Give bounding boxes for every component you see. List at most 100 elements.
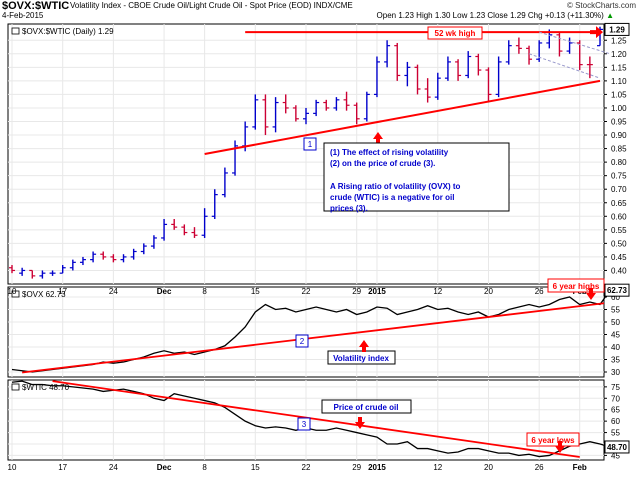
x-tick-label: 2015	[368, 463, 386, 472]
y-tick-label: 1.05	[611, 90, 627, 99]
credit-text[interactable]: © StockCharts.com	[566, 1, 636, 10]
crude-price-box	[321, 399, 412, 414]
ohlc-bar	[19, 267, 26, 276]
ohlc-bar	[313, 99, 320, 117]
x-tick-label: 15	[251, 287, 260, 296]
y-tick-label: 45	[611, 331, 620, 340]
close-value: 1.29	[510, 11, 526, 20]
panel-legend-2: $OVX 62.73	[22, 290, 66, 299]
ohlc-bar	[282, 94, 289, 114]
chart-description: Volatility Index - CBOE Crude Oil/Light …	[70, 1, 353, 10]
ohlc-bar	[29, 269, 36, 279]
ohlc-bar	[211, 189, 218, 219]
y-tick-label: 30	[611, 368, 620, 377]
y-tick-label: 0.90	[611, 131, 627, 140]
ohlc-bar	[201, 208, 208, 238]
x-tick-label: 10	[8, 463, 17, 472]
x-tick-label: 17	[58, 287, 67, 296]
wtic-arrow-icon	[355, 417, 365, 429]
high-label: High	[416, 11, 433, 20]
ohlc-readout: Open 1.23 High 1.30 Low 1.23 Close 1.29 …	[377, 11, 614, 20]
callout-2-label: 2	[300, 337, 305, 346]
ohlc-bar	[79, 256, 86, 266]
y-tick-label: 60	[611, 293, 620, 302]
ohlc-bar	[100, 251, 107, 260]
x-tick-label: 10	[8, 287, 17, 296]
ohlc-bar	[272, 97, 279, 133]
last-price-box-2	[604, 283, 630, 297]
ohlc-bar	[69, 259, 76, 271]
y-tick-label: 45	[611, 451, 620, 460]
y-tick-label: 70	[611, 394, 620, 403]
wk52-box	[427, 26, 483, 40]
chart-symbol: $OVX:$WTIC	[2, 0, 70, 12]
ohlc-bar	[384, 40, 391, 68]
chart-date: 4-Feb-2015	[2, 11, 44, 20]
ohlc-bar	[9, 265, 15, 274]
chg-value: +0.13 (+11.30%)	[544, 11, 604, 20]
y-tick-label: 0.55	[611, 226, 627, 235]
y-tick-label: 1.10	[611, 77, 627, 86]
ohlc-bar	[485, 67, 492, 103]
x-tick-label: 22	[302, 463, 311, 472]
six-year-lows-label: 6 year lows	[531, 436, 575, 445]
ohlc-bar	[140, 243, 147, 255]
x-tick-label: 26	[535, 287, 544, 296]
y-tick-label: 55	[611, 306, 620, 315]
close-label: Close	[487, 11, 508, 20]
support-arrow-icon	[373, 132, 383, 144]
ohlc-bar	[363, 91, 370, 122]
ohlc-bar	[495, 56, 502, 98]
channel-line-lower	[528, 53, 601, 79]
callout-2-box	[295, 334, 309, 348]
last-price-box-1	[604, 22, 630, 36]
y-tick-label: 1.25	[611, 36, 627, 45]
x-tick-label: 17	[58, 463, 67, 472]
up-arrow-icon: ▲	[606, 11, 614, 20]
ohlc-bar	[323, 99, 330, 111]
ohlc-bar	[161, 219, 168, 241]
support-trendline	[204, 79, 601, 155]
ohlc-bar	[39, 270, 46, 279]
ohlc-bar	[444, 56, 451, 81]
ohlc-bar	[303, 107, 309, 125]
ohlc-bar	[150, 235, 157, 249]
legend-swatch	[11, 383, 20, 391]
y-tick-label: 0.50	[611, 239, 627, 248]
y-tick-label: 0.65	[611, 199, 627, 208]
ohlc-bar	[171, 219, 178, 230]
wtic-trendline	[52, 380, 580, 458]
callout-1-label: 1	[308, 140, 313, 149]
callout-3-box	[297, 417, 311, 431]
ohlc-bar	[566, 37, 573, 54]
y-tick-label: 55	[611, 429, 620, 438]
y-tick-label: 1.15	[611, 63, 627, 72]
y-tick-label: 0.70	[611, 185, 627, 194]
ohlc-bar	[475, 53, 482, 76]
x-tick-label: Feb	[573, 463, 587, 472]
note-box	[323, 142, 510, 212]
ohlc-bar	[394, 42, 401, 81]
y-tick-label: 35	[611, 356, 620, 365]
x-tick-label: 29	[352, 287, 361, 296]
y-tick-label: 50	[611, 318, 620, 327]
y-tick-label: 0.80	[611, 158, 627, 167]
y-tick-label: 65	[611, 406, 620, 415]
high-value: 1.30	[434, 11, 451, 20]
legend-swatch	[11, 290, 20, 298]
x-tick-label: 22	[302, 287, 311, 296]
ohlc-bar	[404, 61, 411, 87]
low-label: Low	[452, 11, 468, 20]
ohlc-bar	[90, 251, 97, 263]
x-tick-label: 12	[433, 463, 442, 472]
x-tick-label: 20	[484, 287, 493, 296]
y-tick-label: 60	[611, 417, 620, 426]
x-tick-label: 8	[202, 463, 207, 472]
y-tick-label: 0.95	[611, 118, 627, 127]
y-tick-label: 0.60	[611, 212, 627, 221]
six-year-lows-box	[526, 432, 580, 447]
crude-price-label: Price of crude oil	[334, 403, 399, 412]
legend-swatch	[11, 27, 20, 35]
note-paragraph-1: (1) The effect of rising volatility (2) o…	[330, 148, 449, 168]
